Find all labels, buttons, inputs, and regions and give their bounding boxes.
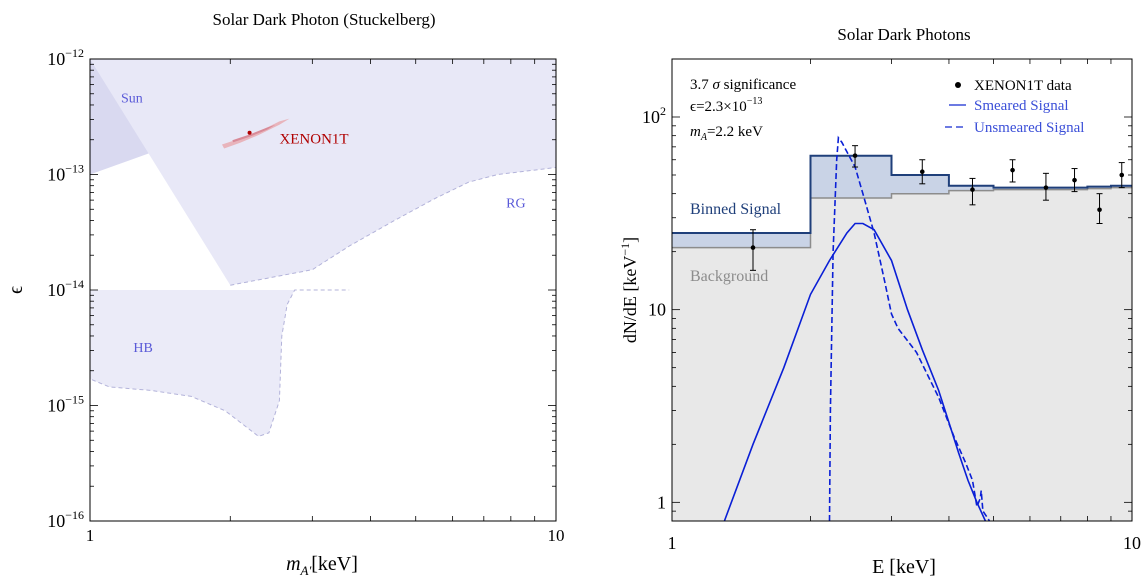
annotation-epsilon-exponent: −13 <box>747 96 763 107</box>
left-x-axis-label: mA'[keV] <box>286 553 358 578</box>
legend-label-smeared: Smeared Signal <box>974 98 1069 114</box>
background-step-line <box>672 186 1132 249</box>
right-histograms <box>672 154 1132 521</box>
right-chart-title: Solar Dark Photons <box>837 25 970 44</box>
annotation-significance-text: significance <box>720 77 797 93</box>
fit-best-point <box>247 130 252 135</box>
right-series-labels: Binned Signal Background <box>690 201 782 285</box>
fit-region-label: XENON1T <box>279 132 348 148</box>
annotation-sigma: σ <box>713 77 721 93</box>
right-plot-frame <box>671 58 1133 522</box>
right-ticks <box>672 58 1132 522</box>
annotation-epsilon: ϵ=2.3×10−13 <box>690 96 762 115</box>
left-x-tick-label: 10 <box>548 526 565 545</box>
legend-data-marker <box>955 82 961 88</box>
left-y-axis-label: ϵ <box>5 286 27 294</box>
right-chart: Solar Dark Photons 1 10 1 10 102 Binned Sign… <box>618 25 1141 578</box>
right-y-tick-label: 10 <box>648 300 666 320</box>
annotation-mass: mA=2.2 keV <box>690 124 763 143</box>
boundary-rg <box>230 167 556 286</box>
left-y-tick-label: 10−14 <box>47 277 84 300</box>
left-x-axis-label-subscript: A' <box>300 563 312 578</box>
binned-signal-step-line <box>672 154 1132 234</box>
annotation-significance-value: 3.7 <box>690 77 709 93</box>
data-point <box>852 153 858 158</box>
unsmeared-signal-curve <box>828 135 991 521</box>
right-x-axis-label: E [keV] <box>872 556 936 578</box>
left-tick-labels: 1 10 10−16 10−15 10−14 10−13 10−12 <box>47 46 564 545</box>
data-point <box>919 169 925 175</box>
right-tick-labels: 1 10 1 10 102 <box>642 104 1141 553</box>
left-region-labels: Sun RG HB XENON1T <box>121 92 526 357</box>
binned-signal-label: Binned Signal <box>690 201 782 218</box>
region-label-sun: Sun <box>121 92 143 107</box>
left-x-axis-label-unit: [keV] <box>311 553 358 575</box>
data-point <box>1119 172 1125 178</box>
right-y-tick-label: 102 <box>642 104 666 127</box>
annotation-mass-symbol: m <box>690 124 701 140</box>
right-x-tick-label: 1 <box>668 533 677 553</box>
region-rg <box>90 59 556 286</box>
annotation-mass-subscript: A <box>700 132 708 143</box>
left-y-tick-label: 10−13 <box>47 162 84 185</box>
smeared-signal-curve <box>723 222 987 521</box>
right-x-tick-label: 10 <box>1123 533 1141 553</box>
left-y-tick-label: 10−12 <box>47 46 84 69</box>
legend-label-data: XENON1T data <box>974 78 1072 94</box>
left-exclusion-regions <box>90 59 556 437</box>
left-ticks <box>90 59 556 522</box>
right-y-tick-label: 1 <box>657 492 666 512</box>
annotation-significance: 3.7 σ significance <box>690 77 796 93</box>
region-label-hb: HB <box>133 341 152 356</box>
fit-region-inner <box>232 124 276 143</box>
annotation-mass-value: =2.2 keV <box>707 124 763 140</box>
data-point <box>1010 167 1015 173</box>
binned-signal-fill <box>672 155 1132 248</box>
right-signal-curves <box>723 135 991 521</box>
left-y-tick-label: 10−16 <box>47 508 84 531</box>
region-hb <box>90 290 350 437</box>
data-point <box>1072 177 1077 183</box>
right-data-points <box>750 145 1125 271</box>
data-point <box>1043 185 1049 190</box>
data-point <box>970 187 975 192</box>
right-legend: XENON1T data Smeared Signal Unsmeared Si… <box>945 78 1084 136</box>
background-fill <box>672 187 1132 521</box>
xenon1t-fit-region <box>222 118 290 149</box>
right-y-axis-label-exponent: −1 <box>618 243 632 256</box>
left-x-tick-label: 1 <box>86 526 95 545</box>
background-label: Background <box>690 268 768 285</box>
left-chart-title: Solar Dark Photon (Stuckelberg) <box>212 10 435 29</box>
left-x-axis-label-symbol: m <box>286 553 300 575</box>
left-chart: Solar Dark Photon (Stuckelberg) 1 10 10−16… <box>5 10 565 578</box>
legend-label-unsmeared: Unsmeared Signal <box>974 120 1084 136</box>
left-y-tick-label: 10−15 <box>47 393 84 416</box>
data-point <box>1097 207 1102 213</box>
region-label-rg: RG <box>506 196 525 211</box>
annotation-epsilon-value: ϵ=2.3×10 <box>690 99 747 115</box>
right-y-axis-label: dN/dE [keV−1] <box>618 237 640 343</box>
data-point <box>750 245 756 250</box>
